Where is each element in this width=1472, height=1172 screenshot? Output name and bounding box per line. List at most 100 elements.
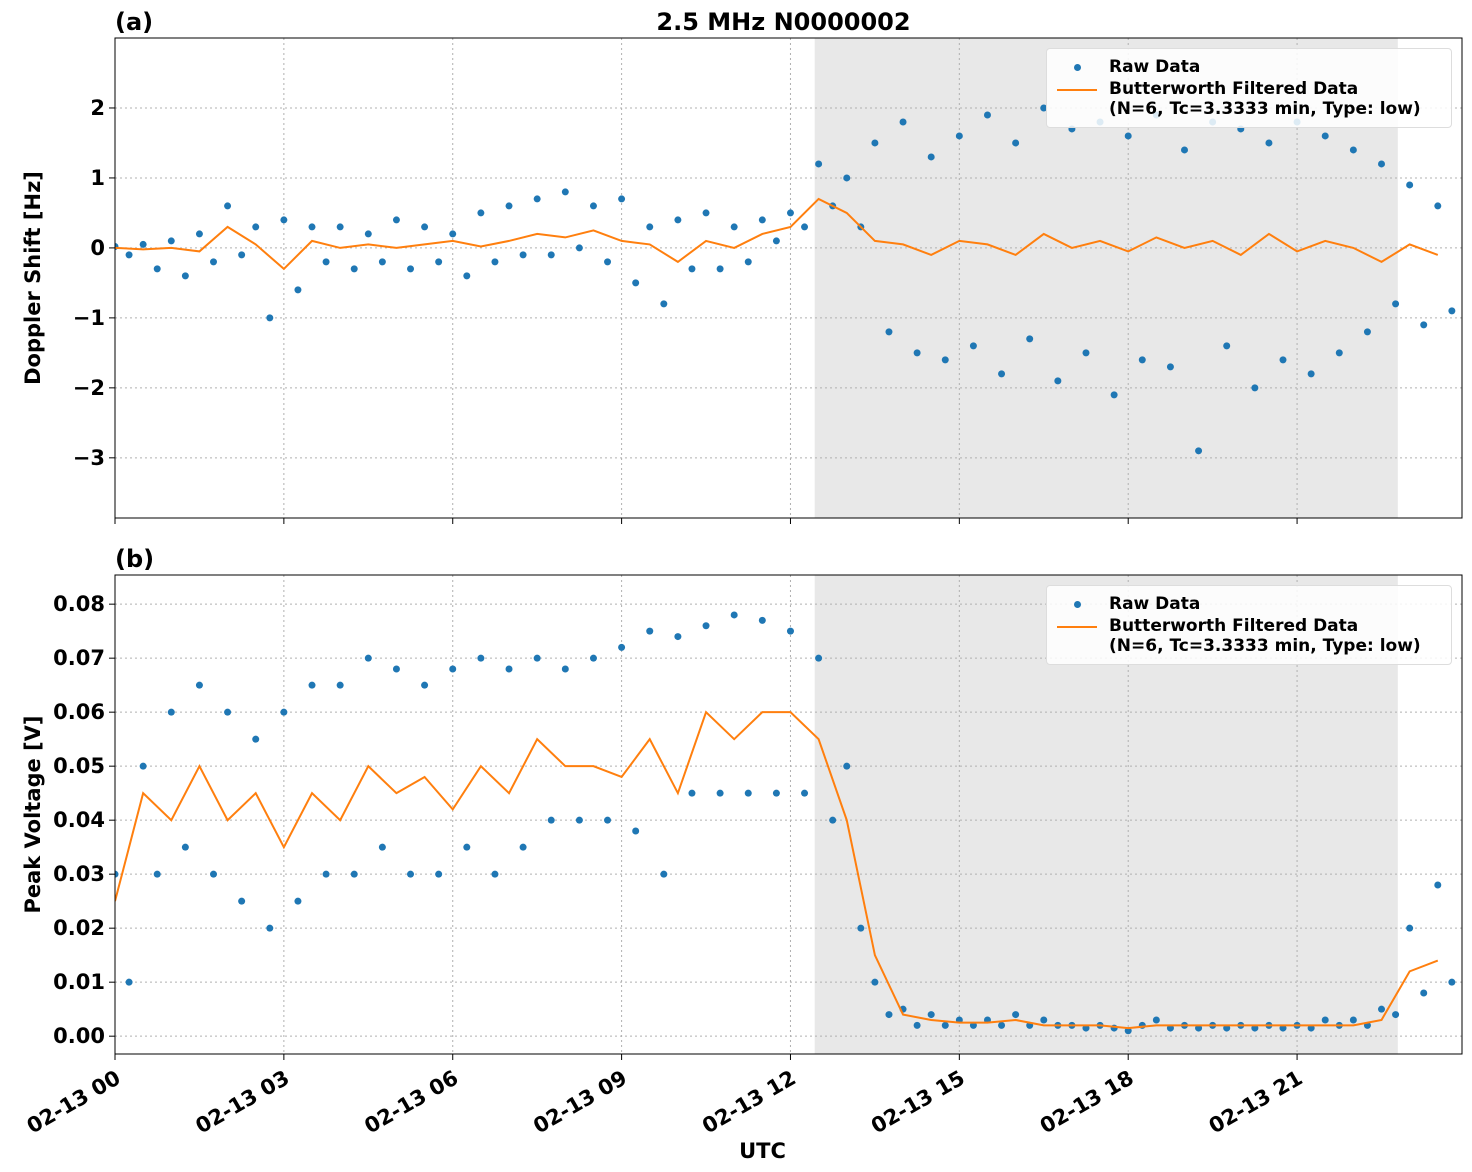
raw-point: [927, 1011, 935, 1019]
y-axis-label: Doppler Shift [Hz]: [21, 171, 45, 385]
raw-point: [322, 870, 330, 878]
raw-point: [660, 870, 668, 878]
y-tick-label: 0.03: [53, 862, 105, 886]
raw-point: [378, 258, 386, 266]
raw-point: [1012, 139, 1020, 147]
raw-point: [744, 789, 752, 797]
raw-point: [449, 230, 457, 238]
raw-point: [1124, 132, 1132, 140]
raw-point: [350, 870, 358, 878]
raw-point: [1321, 132, 1329, 140]
raw-point: [477, 209, 485, 217]
y-tick-label: −1: [73, 306, 105, 330]
raw-point: [998, 370, 1006, 378]
raw-point: [1307, 370, 1315, 378]
raw-point: [407, 870, 415, 878]
raw-point: [1251, 384, 1259, 392]
raw-point: [955, 132, 963, 140]
raw-point: [533, 195, 541, 203]
raw-point: [1448, 978, 1456, 986]
legend-key: [1057, 57, 1097, 77]
legend-key: [1057, 79, 1097, 99]
chart-title: 2.5 MHz N0000002: [656, 8, 910, 36]
raw-point: [815, 160, 823, 168]
raw-point: [1378, 160, 1386, 168]
raw-point: [463, 272, 471, 280]
raw-point: [224, 708, 232, 716]
filtered-line: [115, 197, 1439, 271]
raw-point: [294, 286, 302, 294]
axes-frame: [114, 574, 1463, 1055]
raw-point: [801, 789, 809, 797]
raw-point: [308, 681, 316, 689]
raw-point: [941, 1021, 949, 1029]
raw-point: [181, 843, 189, 851]
raw-point: [843, 762, 851, 770]
y-tick-label: 0.06: [53, 700, 105, 724]
raw-point: [519, 843, 527, 851]
raw-point: [1110, 391, 1118, 399]
raw-point: [139, 762, 147, 770]
raw-point: [646, 223, 654, 231]
raw-point: [716, 265, 724, 273]
raw-point: [139, 240, 147, 248]
raw-point: [1012, 1011, 1020, 1019]
raw-point: [1420, 989, 1428, 997]
y-tick-label: −3: [73, 446, 105, 470]
raw-point: [688, 789, 696, 797]
raw-point: [674, 633, 682, 641]
y-tick-label: −2: [73, 376, 105, 400]
raw-point: [1406, 181, 1414, 189]
raw-point: [491, 258, 499, 266]
legend-entry: Raw Data: [1057, 57, 1441, 77]
raw-point: [1124, 1027, 1132, 1035]
raw-point: [294, 897, 302, 905]
raw-point: [125, 978, 133, 986]
raw-point: [115, 870, 119, 878]
raw-point: [1152, 1016, 1160, 1024]
raw-point: [336, 681, 344, 689]
panel-label: (b): [115, 545, 154, 573]
raw-point: [336, 223, 344, 231]
raw-point: [702, 209, 710, 217]
raw-point: [1082, 349, 1090, 357]
axes-frame: [114, 37, 1463, 519]
raw-point: [195, 230, 203, 238]
raw-point: [266, 314, 274, 322]
raw-point: [252, 223, 260, 231]
raw-point: [772, 237, 780, 245]
raw-point: [505, 202, 513, 210]
legend-entry: Butterworth Filtered Data (N=6, Tc=3.333…: [1057, 79, 1441, 119]
legend-marker: [1057, 626, 1097, 628]
legend-marker: [1074, 601, 1081, 608]
raw-point: [1265, 139, 1273, 147]
raw-point: [252, 735, 260, 743]
raw-point: [941, 356, 949, 364]
raw-point: [688, 265, 696, 273]
y-tick-label: 1: [90, 166, 105, 190]
y-tick-label: 0: [90, 236, 105, 260]
raw-point: [1054, 377, 1062, 385]
x-axis-label: UTC: [739, 1139, 786, 1163]
x-tick-label: 02-13 18: [1036, 1066, 1138, 1139]
raw-point: [969, 342, 977, 350]
raw-point: [392, 665, 400, 673]
raw-point: [857, 924, 865, 932]
raw-point: [308, 223, 316, 231]
raw-point: [1448, 307, 1456, 315]
raw-point: [561, 188, 569, 196]
raw-point: [1392, 300, 1400, 308]
raw-point: [618, 195, 626, 203]
raw-point: [421, 681, 429, 689]
legend-label: Butterworth Filtered Data (N=6, Tc=3.333…: [1109, 616, 1421, 656]
raw-point: [280, 708, 288, 716]
raw-point: [364, 230, 372, 238]
raw-point: [125, 251, 133, 259]
x-tick-label: 02-13 15: [867, 1066, 969, 1139]
legend-label: Butterworth Filtered Data (N=6, Tc=3.333…: [1109, 79, 1421, 119]
raw-point: [1434, 881, 1442, 889]
raw-point: [195, 681, 203, 689]
filtered-line: [115, 710, 1439, 1030]
legend-key: [1057, 616, 1097, 636]
raw-point: [519, 251, 527, 259]
